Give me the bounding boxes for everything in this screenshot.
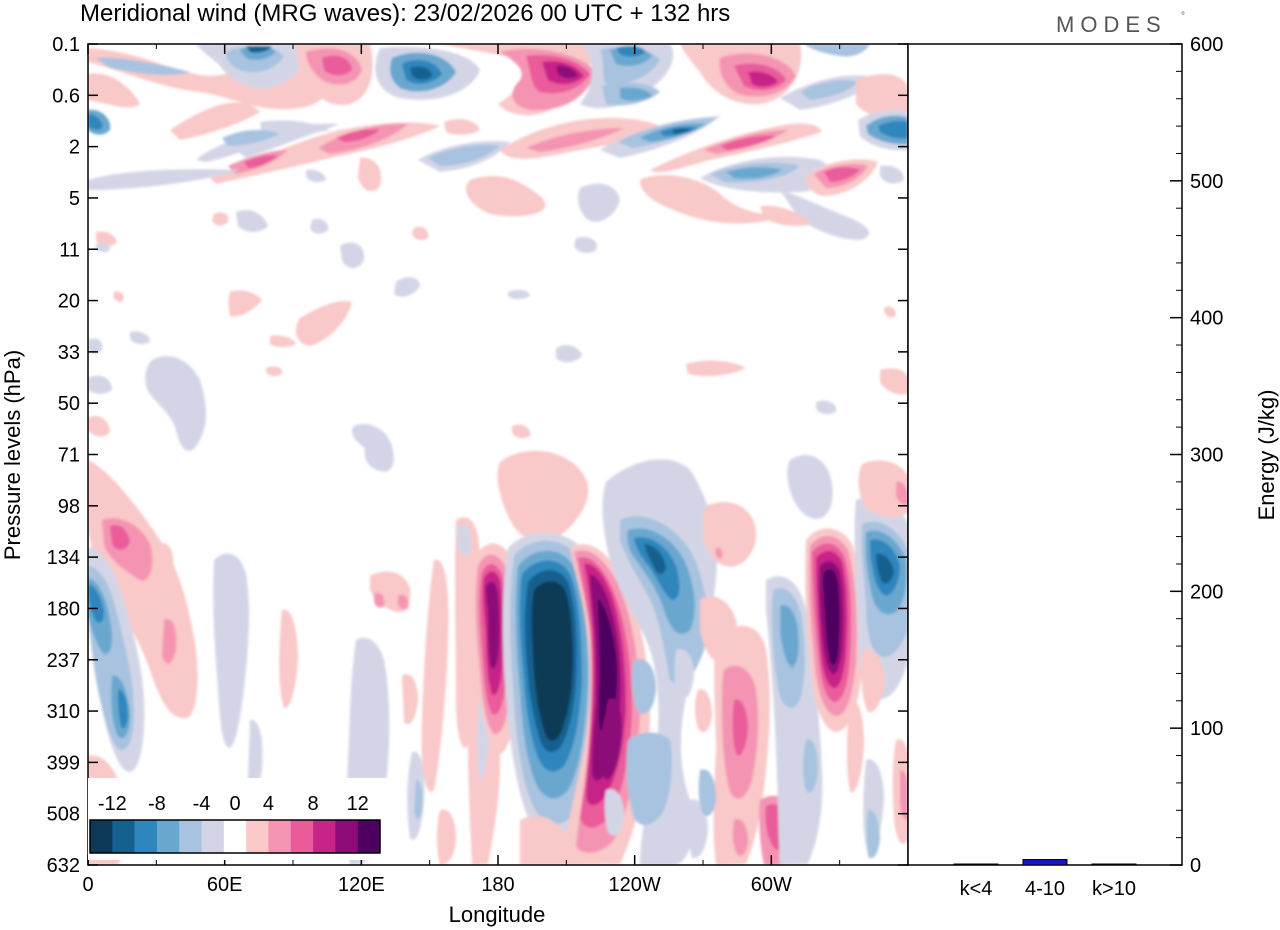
- energy-frame: [907, 43, 1183, 866]
- colorbar-label: 0: [229, 793, 240, 815]
- colorbar-label: -8: [148, 793, 166, 815]
- colorbar-label: 4: [263, 793, 274, 815]
- x-tick-label: 180: [481, 874, 514, 896]
- energy-bar: [1091, 863, 1137, 866]
- colorbar-frame: [89, 819, 381, 854]
- energy-tick-label: 200: [1190, 581, 1223, 603]
- y-tick-label: 508: [47, 804, 80, 826]
- energy-tick-label: 300: [1190, 445, 1223, 467]
- x-tick-label: 60W: [751, 874, 792, 896]
- energy-axis: 0 100 200 300 400 500 600: [1170, 34, 1223, 877]
- energy-tick-label: 500: [1190, 171, 1223, 193]
- energy-bars: [953, 859, 1137, 866]
- x-tick-label: 120E: [338, 874, 385, 896]
- colorbar-swatch: [112, 820, 135, 853]
- colorbar-swatch: [223, 820, 247, 853]
- colorbar-swatch: [156, 820, 180, 853]
- heatmap-panel: [87, 43, 909, 866]
- y-tick-label: 20: [58, 291, 80, 313]
- colorbar-label: -4: [193, 793, 211, 815]
- colorbar-swatch: [246, 820, 269, 853]
- brand-mark: °: [1181, 11, 1185, 22]
- y-tick-label: 11: [59, 239, 80, 261]
- y-tick-label: 310: [47, 701, 80, 723]
- energy-tick-label: 600: [1190, 34, 1223, 56]
- colorbar-swatch: [201, 820, 225, 853]
- y-tick-label: 5: [69, 188, 80, 210]
- colorbar-label: 8: [308, 793, 319, 815]
- y-tick-label: 71: [58, 445, 80, 467]
- energy-tick-label: 100: [1190, 718, 1223, 740]
- contours-middle: [88, 209, 908, 472]
- y-axis-title: Pressure levels (hPa): [0, 350, 25, 560]
- energy-panel: [907, 43, 1183, 866]
- y-tick-label: 50: [58, 393, 80, 415]
- y-tick-label: 33: [58, 342, 80, 364]
- colorbar-swatch: [290, 820, 314, 853]
- energy-axis-title: Energy (J/kg): [1254, 390, 1279, 521]
- colorbar-swatch: [90, 820, 113, 853]
- x-tick-label: 0: [82, 874, 93, 896]
- energy-bar: [953, 863, 999, 866]
- wavenumber-axis: k<4 4-10 k>10: [960, 878, 1136, 900]
- colorbar: -12 -8 -4 0 4 8 12: [88, 778, 390, 860]
- contours-upper: [88, 44, 908, 240]
- energy-tick-label: 0: [1190, 855, 1201, 877]
- y-tick-label: 180: [47, 598, 80, 620]
- colorbar-swatch: [335, 820, 358, 853]
- chart-title: Meridional wind (MRG waves): 23/02/2026 …: [80, 0, 730, 27]
- y-tick-label: 0.6: [52, 85, 80, 107]
- category-label: 4-10: [1025, 878, 1065, 900]
- pressure-axis: 0.1 0.6 2 5 11 20 33 50 71 98 134 180 237 310 399 508 63…: [47, 34, 908, 877]
- x-tick-label: 60E: [207, 874, 243, 896]
- contours-lower: [88, 450, 908, 865]
- y-tick-label: 2: [69, 137, 80, 159]
- energy-tick-label: 400: [1190, 308, 1223, 330]
- y-tick-label: 98: [58, 496, 80, 518]
- y-tick-label: 632: [47, 855, 80, 877]
- brand-logo: MODES: [1056, 12, 1167, 37]
- colorbar-swatch: [179, 820, 202, 853]
- colorbar-swatch: [268, 820, 292, 853]
- y-tick-label: 134: [47, 547, 80, 569]
- colorbar-swatch: [313, 820, 336, 853]
- colorbar-swatch: [357, 820, 381, 853]
- colorbar-label: 12: [347, 793, 369, 815]
- x-axis-title: Longitude: [449, 902, 546, 927]
- colorbar-swatch: [134, 820, 158, 853]
- colorbar-swatches: [90, 820, 381, 853]
- colorbar-labels: -12 -8 -4 0 4 8 12: [98, 793, 369, 815]
- contour-field: [88, 44, 908, 865]
- category-label: k>10: [1092, 878, 1136, 900]
- energy-bar: [1022, 859, 1068, 866]
- y-tick-label: 399: [47, 752, 80, 774]
- y-tick-label: 0.1: [52, 34, 80, 56]
- y-tick-label: 237: [47, 650, 80, 672]
- colorbar-label: -12: [98, 793, 127, 815]
- category-label: k<4: [960, 878, 993, 900]
- x-tick-label: 120W: [609, 874, 661, 896]
